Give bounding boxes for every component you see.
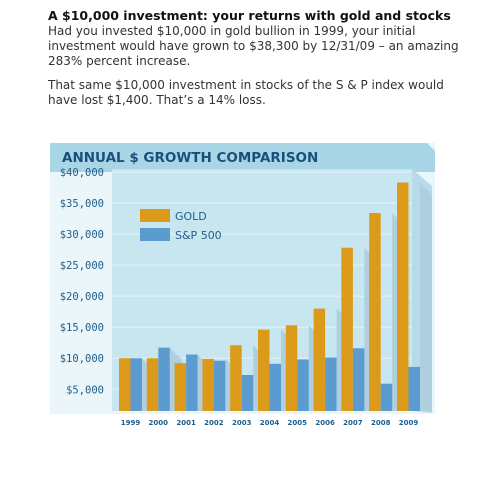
x-tick-label: 2001 xyxy=(176,419,196,427)
sp500-bar-2007 xyxy=(352,348,365,411)
gold-bar-2004 xyxy=(258,329,270,411)
y-tick-label: $20,000 xyxy=(60,291,104,303)
x-tick-label: 2005 xyxy=(288,419,308,427)
x-tick-label: 2008 xyxy=(371,419,391,427)
sp500-bar-2004 xyxy=(269,363,281,411)
y-tick-label: $5,000 xyxy=(66,384,104,396)
x-tick-label: 2009 xyxy=(399,419,419,427)
y-tick-label: $40,000 xyxy=(60,167,104,179)
gold-bar-2007 xyxy=(341,247,353,411)
x-tick-label: 2006 xyxy=(315,419,335,427)
chart-title: ANNUAL $ GROWTH COMPARISON xyxy=(62,150,318,166)
x-tick-label: 2007 xyxy=(343,419,363,427)
sp500-bar-1999 xyxy=(130,358,142,411)
x-tick-label: 1999 xyxy=(121,419,141,427)
intro-paragraph-stocks: That same $10,000 investment in stocks o… xyxy=(48,78,444,107)
gold-bar-2009 xyxy=(397,182,409,411)
legend-label-gold: GOLD xyxy=(175,210,207,223)
intro-text: A $10,000 investment: your returns with … xyxy=(48,8,468,108)
y-tick-label: $30,000 xyxy=(60,229,104,241)
sp500-bar-2000 xyxy=(158,347,170,411)
sp500-bar-2005 xyxy=(297,359,309,411)
gold-bar-2008 xyxy=(369,212,381,411)
legend-swatch-sp500 xyxy=(140,228,170,241)
legend-label-sp500: S&P 500 xyxy=(175,229,222,242)
gold-bar-1999 xyxy=(119,358,131,411)
x-tick-label: 2002 xyxy=(204,419,224,427)
y-tick-label: $10,000 xyxy=(60,353,104,365)
sp500-bar-2008 xyxy=(380,383,393,411)
legend-swatch-gold xyxy=(140,209,170,222)
x-tick-label: 2004 xyxy=(260,419,280,427)
gold-bar-2005 xyxy=(285,325,298,411)
y-tick-label: $15,000 xyxy=(60,322,104,334)
y-tick-label: $35,000 xyxy=(60,198,104,210)
gold-bar-2000 xyxy=(146,358,159,411)
y-tick-label: $25,000 xyxy=(60,260,104,272)
sp500-bar-2001 xyxy=(186,354,198,411)
x-tick-label: 2000 xyxy=(149,419,169,427)
intro-paragraph-gold: Had you invested $10,000 in gold bullion… xyxy=(48,24,459,68)
headline: A $10,000 investment: your returns with … xyxy=(48,8,451,23)
x-tick-label: 2003 xyxy=(232,419,252,427)
gold-bar-2006 xyxy=(313,308,326,411)
sp500-bar-2006 xyxy=(325,357,337,411)
gold-bar-2003 xyxy=(230,345,242,411)
sp500-bar-2002 xyxy=(213,360,226,411)
title-banner xyxy=(50,143,435,172)
gold-bar-2002 xyxy=(202,358,214,411)
sp500-bar-2003 xyxy=(241,374,254,411)
sp500-bar-2009 xyxy=(408,366,420,411)
gold-bar-2001 xyxy=(174,363,187,411)
bar-shadow xyxy=(420,182,432,411)
